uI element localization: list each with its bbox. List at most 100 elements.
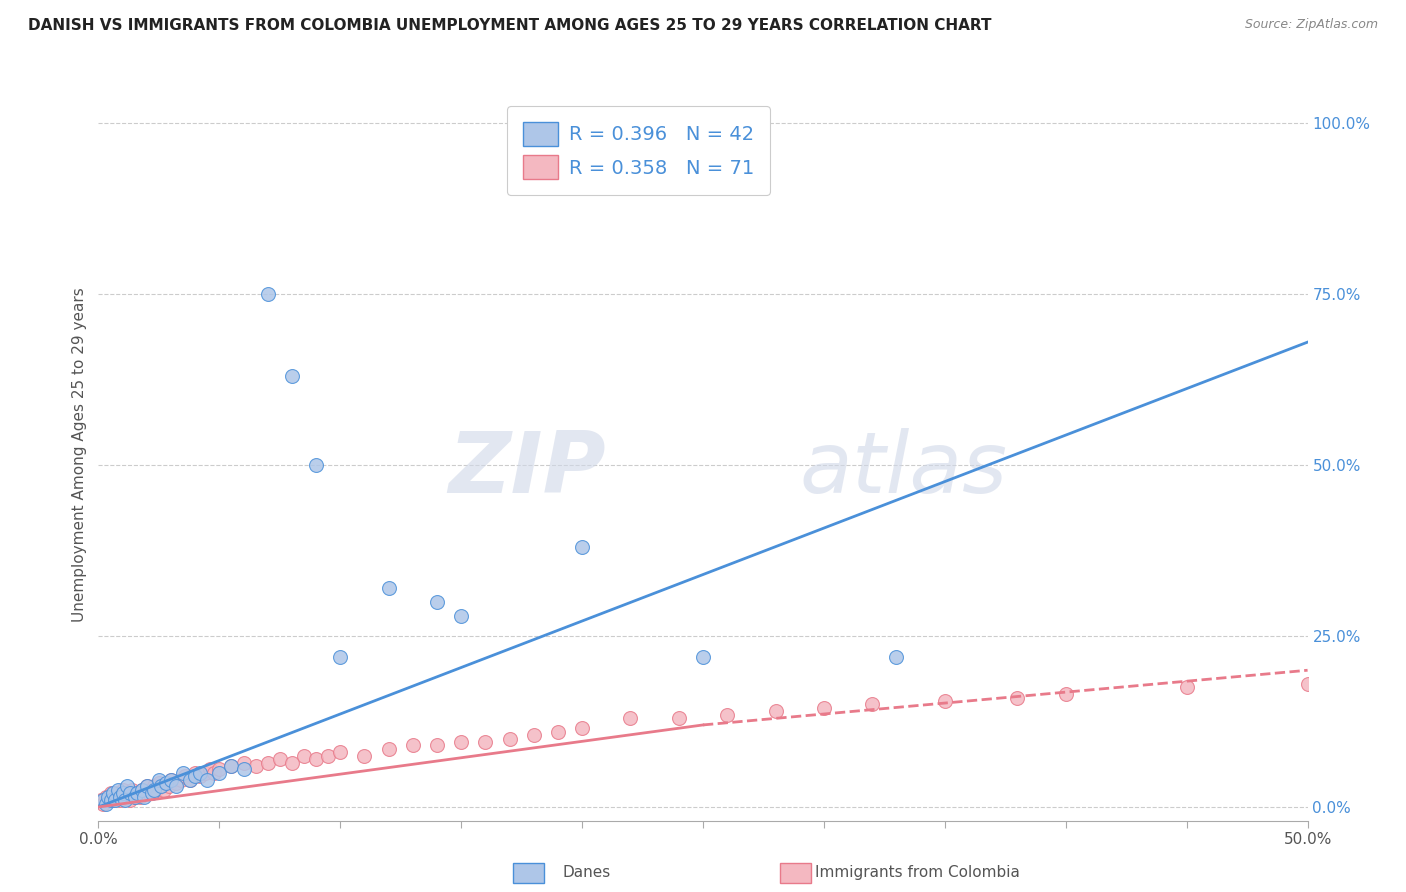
Text: Source: ZipAtlas.com: Source: ZipAtlas.com (1244, 18, 1378, 31)
Point (474, 735, 496, 749)
Point (100, 793, 122, 807)
Point (221, 759, 243, 773)
Point (165, 780, 187, 794)
Point (498, 731, 520, 746)
Point (1054, 687, 1077, 701)
Point (165, 776, 187, 790)
Point (426, 739, 449, 753)
Point (256, 756, 278, 770)
Point (184, 765, 207, 780)
Point (179, 772, 201, 787)
Point (118, 786, 141, 800)
Point (269, 752, 291, 766)
Point (1175, 681, 1198, 695)
Legend: R = 0.396   N = 42, R = 0.358   N = 71: R = 0.396 N = 42, R = 0.358 N = 71 (508, 106, 770, 194)
Point (150, 780, 173, 794)
Point (111, 786, 134, 800)
Point (148, 772, 170, 787)
Point (232, 756, 254, 770)
Point (114, 793, 136, 807)
Point (619, 711, 641, 725)
Point (94, 797, 117, 811)
Point (169, 772, 191, 787)
Point (134, 789, 156, 804)
Point (118, 793, 141, 807)
Point (134, 786, 156, 800)
Point (1296, 677, 1319, 691)
Point (155, 776, 177, 790)
Point (450, 608, 472, 623)
Point (860, 698, 883, 712)
Point (94, 789, 117, 804)
Text: Immigrants from Colombia: Immigrants from Colombia (815, 865, 1021, 880)
Point (107, 783, 129, 797)
Y-axis label: Unemployment Among Ages 25 to 29 years: Unemployment Among Ages 25 to 29 years (72, 287, 87, 623)
Point (114, 789, 136, 804)
Point (135, 780, 157, 794)
Point (152, 783, 174, 797)
Point (221, 759, 243, 773)
Point (97, 793, 120, 807)
Point (179, 772, 201, 787)
Point (107, 786, 129, 800)
Point (188, 765, 211, 780)
Point (353, 748, 375, 763)
Point (131, 783, 153, 797)
Point (138, 786, 160, 800)
Point (172, 765, 194, 780)
Point (377, 742, 399, 756)
Point (188, 769, 211, 783)
Point (91, 793, 114, 807)
Point (571, 722, 593, 736)
Point (402, 739, 425, 753)
Point (281, 756, 304, 770)
Point (765, 704, 787, 718)
Point (121, 783, 143, 797)
Point (100, 786, 122, 800)
Point (143, 783, 166, 797)
Point (101, 793, 124, 807)
Point (104, 793, 127, 807)
Point (157, 780, 180, 794)
Point (292, 748, 315, 763)
Point (204, 765, 226, 780)
Point (148, 776, 170, 790)
Point (111, 783, 134, 797)
Point (281, 369, 304, 384)
Point (232, 763, 254, 777)
Point (194, 765, 217, 780)
Point (117, 780, 139, 794)
Point (127, 786, 149, 800)
Point (155, 776, 177, 790)
Point (450, 735, 472, 749)
Point (135, 780, 157, 794)
Point (117, 786, 139, 800)
Point (124, 789, 146, 804)
Point (145, 783, 167, 797)
Point (329, 649, 352, 664)
Text: atlas: atlas (800, 428, 1008, 511)
Point (256, 287, 278, 301)
Point (523, 728, 546, 742)
Point (128, 789, 150, 804)
Point (108, 793, 131, 807)
Point (124, 789, 146, 804)
Point (208, 765, 231, 780)
Point (160, 772, 183, 787)
Text: Danes: Danes (562, 865, 610, 880)
Point (934, 694, 956, 708)
Point (305, 752, 328, 766)
Point (108, 789, 131, 804)
Point (150, 780, 173, 794)
Point (547, 724, 569, 739)
Point (571, 540, 593, 554)
Point (813, 701, 835, 715)
Point (141, 783, 163, 797)
Point (426, 595, 449, 609)
Point (208, 763, 231, 777)
Point (131, 783, 153, 797)
Point (160, 772, 183, 787)
Point (97, 789, 120, 804)
Point (245, 759, 267, 773)
Point (91, 797, 114, 811)
